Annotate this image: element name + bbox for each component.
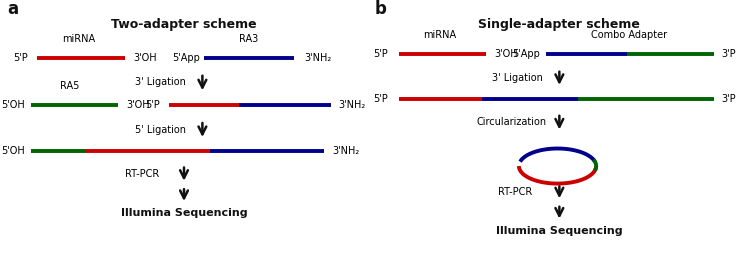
Text: 5'P: 5'P: [373, 93, 389, 104]
Text: Illumina Sequencing: Illumina Sequencing: [121, 208, 247, 218]
Text: 3'P: 3'P: [721, 49, 736, 59]
Text: 5'OH: 5'OH: [1, 100, 25, 110]
Text: 3'NH₂: 3'NH₂: [332, 146, 360, 156]
Text: a: a: [7, 1, 18, 18]
Text: 3'OH: 3'OH: [126, 100, 150, 110]
Text: RT-PCR: RT-PCR: [124, 168, 159, 179]
Text: miRNA: miRNA: [423, 31, 456, 40]
Text: 5'OH: 5'OH: [1, 146, 25, 156]
Text: 5'P: 5'P: [145, 100, 160, 110]
Text: 5'P: 5'P: [373, 49, 389, 59]
Text: 5'P: 5'P: [13, 53, 28, 63]
Text: Circularization: Circularization: [476, 117, 547, 127]
Text: 3'OH: 3'OH: [133, 53, 158, 63]
Text: 5'App: 5'App: [512, 49, 540, 59]
Text: Two-adapter scheme: Two-adapter scheme: [111, 18, 257, 31]
Text: 3'P: 3'P: [721, 93, 736, 104]
Text: 3'NH₂: 3'NH₂: [338, 100, 365, 110]
Text: 5' Ligation: 5' Ligation: [135, 124, 185, 135]
Text: b: b: [375, 1, 387, 18]
Text: RA3: RA3: [238, 34, 258, 44]
Text: RT-PCR: RT-PCR: [498, 187, 532, 197]
Text: Single-adapter scheme: Single-adapter scheme: [478, 18, 640, 31]
Text: miRNA: miRNA: [63, 34, 96, 44]
Text: 5'App: 5'App: [172, 53, 199, 63]
Text: RA5: RA5: [60, 81, 79, 91]
Text: 3'NH₂: 3'NH₂: [305, 53, 332, 63]
Text: 3'OH: 3'OH: [494, 49, 518, 59]
Text: Combo Adapter: Combo Adapter: [591, 31, 668, 40]
Text: Illumina Sequencing: Illumina Sequencing: [496, 226, 623, 236]
Text: 3' Ligation: 3' Ligation: [492, 73, 542, 83]
Text: 3' Ligation: 3' Ligation: [135, 77, 185, 87]
